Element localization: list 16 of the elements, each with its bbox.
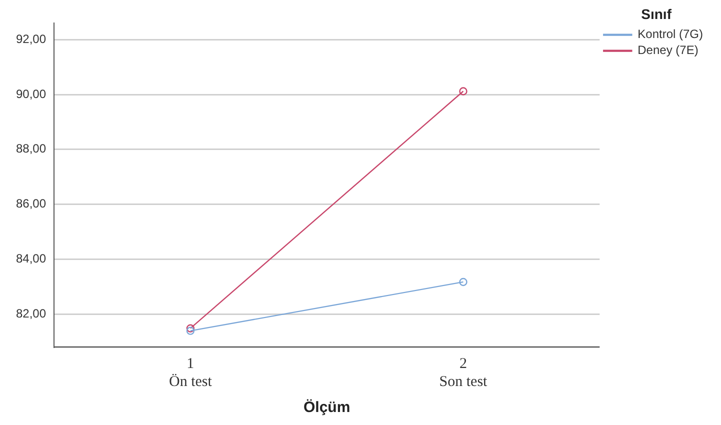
x-tick-label: 2 Son test	[439, 356, 488, 390]
y-tick-label: 84,00	[16, 252, 46, 266]
y-tick-label: 92,00	[16, 32, 46, 46]
legend-label: Kontrol (7G)	[638, 27, 704, 42]
y-tick-label: 86,00	[16, 196, 46, 211]
point	[186, 326, 195, 335]
legend-title: Sınıf	[641, 6, 672, 22]
point	[459, 278, 468, 286]
x-tick-label: 1 Ön test	[168, 356, 213, 390]
x-axis-title: Ölçüm	[303, 399, 350, 416]
y-tick-label: 90,00	[16, 86, 46, 101]
point	[186, 324, 195, 332]
y-tick-label: 88,00	[16, 142, 46, 156]
legend-label: Deney (7E)	[638, 43, 698, 58]
point	[459, 87, 468, 96]
y-tick-label: 82,00	[16, 306, 46, 320]
